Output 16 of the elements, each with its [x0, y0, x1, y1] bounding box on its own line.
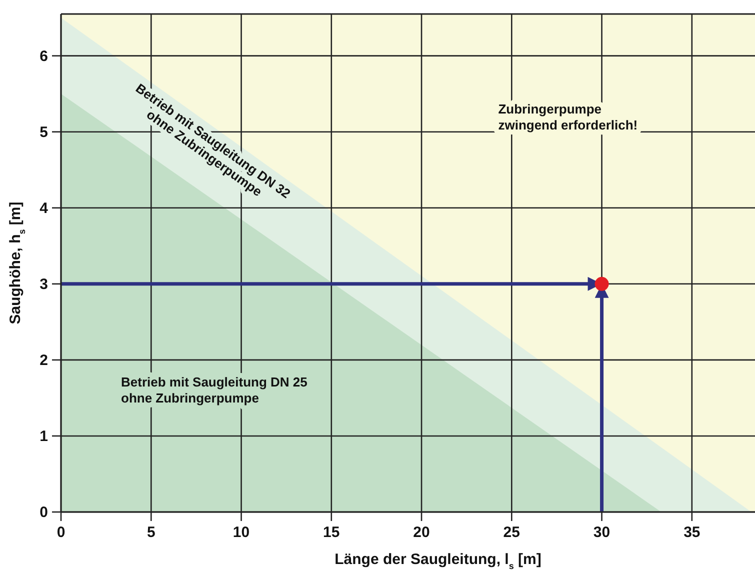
y-tick-label: 4 — [40, 200, 49, 217]
y-tick-label: 2 — [40, 352, 48, 369]
y-tick-label: 3 — [40, 276, 48, 293]
x-tick-label: 25 — [503, 524, 520, 541]
x-tick-label: 20 — [413, 524, 430, 541]
x-tick-label: 10 — [232, 524, 250, 541]
x-tick-label: 35 — [684, 524, 700, 541]
y-tick-label: 5 — [40, 124, 48, 141]
y-tick-label: 1 — [40, 428, 48, 445]
y-tick-label: 6 — [40, 48, 48, 65]
x-tick-label: 15 — [323, 524, 340, 541]
x-axis-title: Länge der Saugleitung, l$_{s}$ [m] — [334, 551, 542, 571]
x-tick-label: 0 — [56, 524, 66, 541]
x-tick-label: 30 — [593, 524, 610, 541]
x-tick-label: 5 — [146, 524, 156, 541]
y-tick-label: 0 — [40, 504, 48, 521]
